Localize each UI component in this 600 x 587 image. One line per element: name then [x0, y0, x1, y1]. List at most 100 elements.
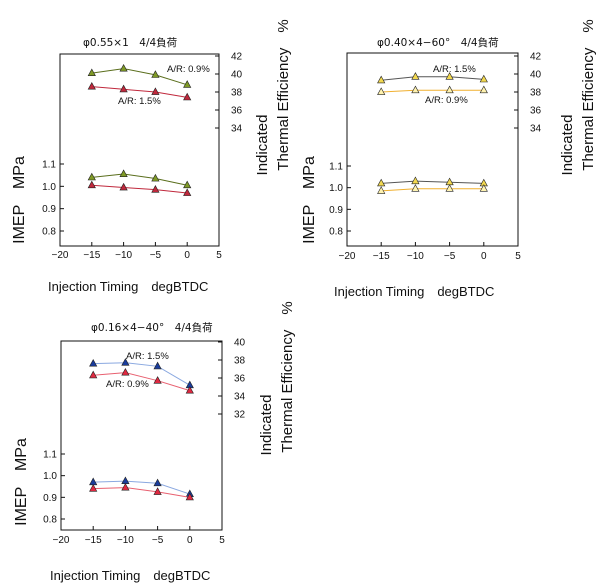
series-marker-triangle-icon [119, 182, 128, 191]
x-tick-label: −20 [339, 251, 356, 262]
series-marker-triangle-icon [377, 178, 386, 187]
series-annotation: A/R: 1.5% [118, 96, 161, 107]
series-marker-triangle-icon [119, 84, 128, 93]
series-marker-triangle-icon [411, 176, 420, 185]
eff-tick-label: 34 [530, 124, 542, 135]
series-marker-triangle-icon [445, 177, 454, 186]
series-line-1 [381, 76, 484, 81]
imep-tick-label: 0.8 [329, 227, 343, 238]
series-marker-triangle-icon [479, 184, 488, 192]
x-tick-label: −20 [53, 535, 70, 546]
x-tick-label: −15 [373, 251, 390, 262]
series-annotation: A/R: 1.5% [126, 351, 169, 362]
eff-tick-label: 40 [234, 338, 246, 349]
chart-panel-2: −20 −15 −10 −5 0 5 0.8 0.9 1.0 1.1 34 36 38 40 42 A/R: … [301, 19, 597, 299]
eff-tick-label: 38 [530, 88, 542, 99]
imep-tick-label: 1.0 [43, 471, 57, 482]
y-axis-label-efficiency-line1: Indicated [254, 115, 271, 176]
eff-tick-label: 40 [231, 70, 243, 81]
eff-tick-label: 34 [231, 124, 243, 135]
x-axis-label: Injection Timing degBTDC [334, 284, 494, 299]
series-marker-triangle-icon [87, 68, 96, 76]
x-tick-label: −10 [117, 535, 134, 546]
imep-tick-label: 0.9 [42, 204, 56, 215]
eff-tick-label: 36 [231, 106, 243, 117]
series-marker-triangle-icon [151, 185, 160, 193]
series-marker-triangle-icon [183, 180, 192, 189]
plot-frame [346, 52, 519, 247]
series-marker-triangle-icon [89, 358, 98, 367]
x-tick-label: −15 [85, 535, 102, 546]
eff-tick-label: 40 [530, 70, 542, 81]
series-marker-triangle-icon [479, 85, 488, 94]
x-tick-label: 5 [216, 250, 222, 261]
eff-tick-label: 36 [234, 374, 246, 385]
series-annotation: A/R: 0.9% [425, 95, 468, 106]
eff-tick-label: 36 [530, 106, 542, 117]
imep-tick-label: 0.9 [329, 205, 343, 216]
y-axis-label-efficiency-line2: Thermal Efficiency % [279, 301, 296, 452]
chart-panel-1: −20 −15 −10 −5 0 5 0.8 0.9 1.0 1.1 34 36 38 40 42 A/R: … [11, 19, 292, 294]
series-marker-triangle-icon [411, 184, 420, 192]
y-axis-label-efficiency-line2: Thermal Efficiency % [580, 19, 597, 170]
x-tick-label: 5 [219, 535, 225, 546]
series-marker-triangle-icon [121, 367, 130, 376]
series-annotation: A/R: 0.9% [106, 379, 149, 390]
series-line-2 [91, 86, 188, 98]
imep-tick-label: 1.0 [42, 182, 56, 193]
series-line-1 [93, 362, 191, 386]
series-marker-triangle-icon [183, 188, 192, 196]
y-axis-label-efficiency-line1: Indicated [559, 115, 576, 176]
chart-title: φ0.40×4−60° 4/4負荷 [377, 37, 499, 49]
eff-tick-label: 32 [234, 410, 246, 421]
series-marker-triangle-icon [445, 72, 454, 80]
y-axis-label-imep: IMEP MPa [301, 156, 318, 244]
series-line-3 [91, 173, 188, 186]
series-line-2 [381, 89, 484, 93]
series-marker-triangle-icon [153, 487, 162, 495]
eff-tick-label: 38 [231, 88, 243, 99]
imep-tick-label: 1.0 [329, 183, 343, 194]
eff-tick-label: 34 [234, 392, 246, 403]
series-marker-triangle-icon [377, 75, 386, 84]
series-marker-triangle-icon [151, 70, 160, 78]
series-marker-triangle-icon [411, 85, 420, 94]
chart-panel-3: −20 −15 −10 −5 0 5 0.8 0.9 1.0 1.1 32 34 36 38 40 A/R: … [13, 301, 296, 583]
series-line-3 [381, 180, 484, 184]
imep-tick-label: 1.1 [43, 450, 57, 461]
imep-tick-label: 0.8 [42, 227, 56, 238]
series-marker-triangle-icon [119, 63, 128, 72]
y-axis-label-efficiency-line1: Indicated [258, 395, 275, 456]
imep-tick-label: 0.9 [43, 493, 57, 504]
series-annotation: A/R: 0.9% [167, 64, 210, 75]
series-line-1 [91, 68, 188, 86]
chart-title: φ0.16×4−40° 4/4負荷 [91, 322, 213, 334]
series-marker-triangle-icon [377, 186, 386, 194]
eff-tick-label: 38 [234, 356, 246, 367]
imep-tick-label: 0.8 [43, 515, 57, 526]
series-marker-triangle-icon [183, 92, 192, 101]
series-marker-triangle-icon [153, 376, 162, 384]
x-axis-label: Injection Timing degBTDC [48, 279, 208, 294]
series-marker-triangle-icon [89, 370, 98, 379]
y-axis-label-imep: IMEP MPa [13, 438, 30, 526]
x-tick-label: −20 [52, 250, 69, 261]
imep-tick-label: 1.1 [329, 162, 343, 173]
series-line-2 [93, 372, 190, 392]
series-marker-triangle-icon [479, 74, 488, 83]
x-tick-label: 0 [184, 250, 190, 261]
x-tick-label: −5 [152, 535, 164, 546]
series-marker-triangle-icon [119, 169, 128, 177]
series-marker-triangle-icon [183, 80, 192, 88]
series-marker-triangle-icon [151, 87, 160, 95]
series-line-4 [381, 188, 484, 192]
series-marker-triangle-icon [377, 87, 386, 95]
series-marker-triangle-icon [153, 478, 162, 487]
x-tick-label: −15 [83, 250, 100, 261]
plot-frame [60, 340, 223, 531]
series-line-4 [93, 487, 190, 498]
y-axis-label-efficiency-line2: Thermal Efficiency % [275, 19, 292, 170]
series-marker-triangle-icon [89, 477, 98, 486]
series-annotation: A/R: 1.5% [433, 64, 476, 75]
